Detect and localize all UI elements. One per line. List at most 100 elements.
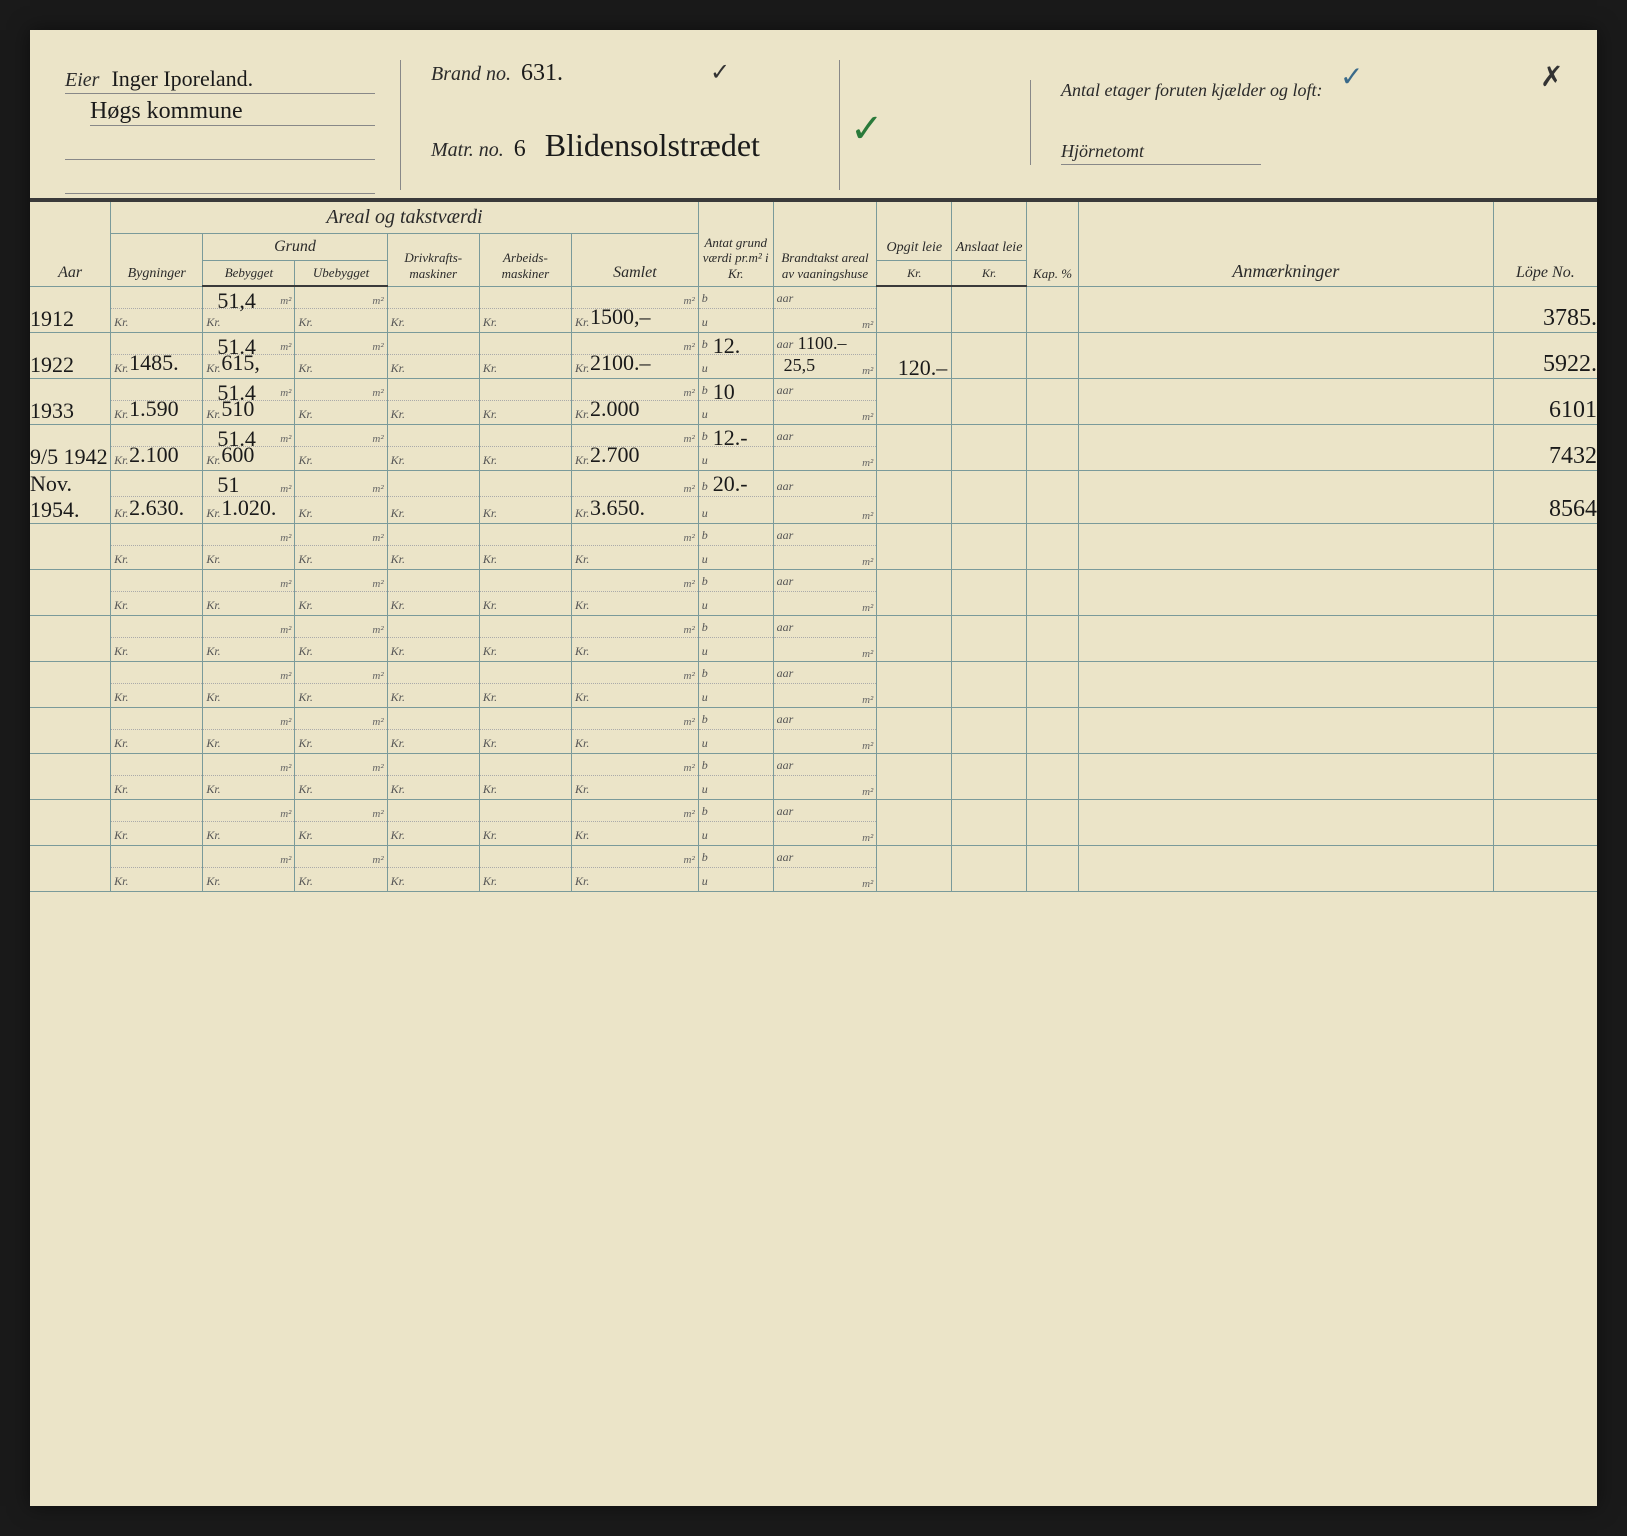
antal-etager-label: Antal etager foruten kjælder og loft: [1061, 80, 1560, 101]
kap-cell [1027, 569, 1079, 615]
brand-cell: aar m² [773, 286, 877, 332]
table-cell: m² Kr. [295, 569, 387, 615]
table-cell: m² Kr. [203, 661, 295, 707]
lope-cell [1493, 569, 1597, 615]
brand-cell: aar m² [773, 753, 877, 799]
opgit-cell [877, 661, 952, 707]
table-cell: m² Kr. [203, 845, 295, 891]
matr-no-label: Matr. no. [431, 139, 504, 161]
antat-cell: b u [698, 753, 773, 799]
header-area: Eier Inger Iporeland. Høgs kommune Brand… [30, 30, 1597, 200]
col-ubebygget: Ubebygget [295, 261, 387, 287]
antal-section: Antal etager foruten kjælder og loft: Hj… [1030, 80, 1560, 165]
anm-cell [1078, 661, 1493, 707]
table-cell: m² Kr. [203, 569, 295, 615]
brand-no-value: 631. [521, 60, 563, 86]
kap-cell [1027, 753, 1079, 799]
table-cell: Kr. [479, 661, 571, 707]
kap-cell [1027, 707, 1079, 753]
table-row: 1912 Kr. 51,4m² Kr. m² Kr. Kr. Kr. m² Kr… [30, 286, 1597, 332]
table-row: Kr. m² Kr. m² Kr. Kr. Kr. m² Kr. b u aar… [30, 569, 1597, 615]
table-cell: Kr. [479, 615, 571, 661]
street-value: Blidensolstrædet [545, 127, 760, 163]
anslaat-cell [952, 845, 1027, 891]
opgit-cell [877, 845, 952, 891]
col-anslaat: Anslaat leie [952, 201, 1027, 261]
brand-cell: aar m² [773, 707, 877, 753]
anslaat-cell [952, 470, 1027, 523]
table-cell: Kr. [111, 707, 203, 753]
anm-cell [1078, 707, 1493, 753]
anm-cell [1078, 470, 1493, 523]
lope-cell [1493, 845, 1597, 891]
col-anmerk: Anmærkninger [1078, 201, 1493, 286]
kap-cell [1027, 615, 1079, 661]
aar-cell: 1922 [30, 332, 111, 378]
table-cell: 51.4m² Kr.600 [203, 424, 295, 470]
aar-cell: 1933 [30, 378, 111, 424]
table-cell: Kr. [479, 332, 571, 378]
opgit-cell [877, 707, 952, 753]
table-cell: Kr. [387, 799, 479, 845]
aar-cell [30, 845, 111, 891]
aar-cell [30, 569, 111, 615]
anslaat-cell [952, 378, 1027, 424]
table-cell: Kr. [111, 615, 203, 661]
kap-cell [1027, 424, 1079, 470]
anslaat-cell [952, 424, 1027, 470]
aar-cell: 9/5 1942 [30, 424, 111, 470]
col-anslaat-kr: Kr. [952, 261, 1027, 287]
opgit-cell [877, 286, 952, 332]
aar-cell: Nov. 1954. [30, 470, 111, 523]
table-cell: m² Kr.3.650. [572, 470, 699, 523]
table-row: Nov. 1954. Kr.2.630. 51m² Kr.1.020. m² K… [30, 470, 1597, 523]
aar-cell: 1912 [30, 286, 111, 332]
col-lope: Löpe No. [1493, 201, 1597, 286]
col-kap: Kap. % [1027, 201, 1079, 286]
table-cell: m² Kr. [572, 799, 699, 845]
table-cell: m² Kr. [572, 661, 699, 707]
anm-cell [1078, 523, 1493, 569]
anslaat-cell [952, 615, 1027, 661]
table-cell: Kr. [479, 378, 571, 424]
antat-cell: b20.- u [698, 470, 773, 523]
table-cell: Kr. [387, 707, 479, 753]
kap-cell [1027, 523, 1079, 569]
lope-cell: 5922. [1493, 332, 1597, 378]
table-cell: Kr. [111, 661, 203, 707]
anslaat-cell [952, 661, 1027, 707]
opgit-cell [877, 753, 952, 799]
opgit-cell [877, 470, 952, 523]
table-cell: Kr. [387, 661, 479, 707]
aar-cell [30, 799, 111, 845]
col-opgit-kr: Kr. [877, 261, 952, 287]
anslaat-cell [952, 523, 1027, 569]
table-cell: Kr.1485. [111, 332, 203, 378]
brand-cell: aar m² [773, 378, 877, 424]
antat-cell: b u [698, 615, 773, 661]
aar-cell [30, 707, 111, 753]
antat-cell: b u [698, 661, 773, 707]
table-row: Kr. m² Kr. m² Kr. Kr. Kr. m² Kr. b u aar… [30, 615, 1597, 661]
kap-cell [1027, 845, 1079, 891]
table-cell: m² Kr. [295, 332, 387, 378]
antat-cell: b u [698, 845, 773, 891]
table-cell: Kr. [479, 470, 571, 523]
table-cell: m² Kr. [295, 286, 387, 332]
table-cell: 51.4m² Kr.615, [203, 332, 295, 378]
table-cell: Kr. [479, 569, 571, 615]
table-row: Kr. m² Kr. m² Kr. Kr. Kr. m² Kr. b u aar… [30, 523, 1597, 569]
lope-cell: 6101 [1493, 378, 1597, 424]
kap-cell [1027, 286, 1079, 332]
anm-cell [1078, 332, 1493, 378]
table-cell: Kr. [111, 569, 203, 615]
col-areal-title: Areal og takstværdi [111, 201, 699, 234]
table-row: Kr. m² Kr. m² Kr. Kr. Kr. m² Kr. b u aar… [30, 707, 1597, 753]
col-antat: Antat grund værdi pr.m² i Kr. [698, 201, 773, 286]
brand-cell: aar m² [773, 424, 877, 470]
lope-cell [1493, 523, 1597, 569]
table-cell: m² Kr.2.000 [572, 378, 699, 424]
table-cell: m² Kr. [295, 661, 387, 707]
table-cell: Kr. [387, 378, 479, 424]
brand-cell: aar m² [773, 470, 877, 523]
